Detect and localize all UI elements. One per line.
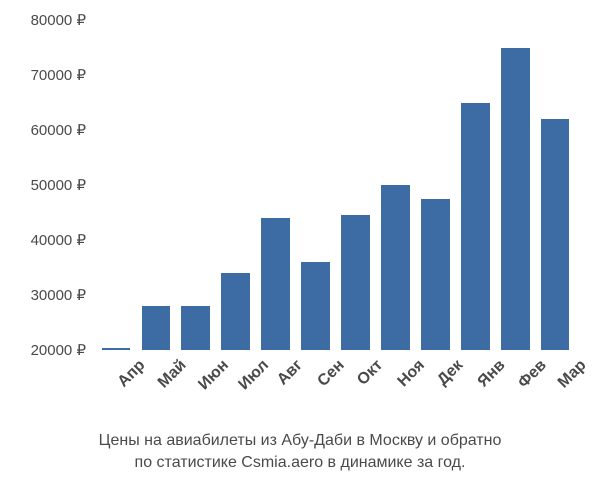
caption-line-1: Цены на авиабилеты из Абу-Даби в Москву … xyxy=(99,432,502,449)
bar-slot xyxy=(216,20,256,350)
y-tick-label: 60000 ₽ xyxy=(6,121,86,139)
bar xyxy=(102,348,131,350)
price-chart: 20000 ₽ 30000 ₽ 40000 ₽ 50000 ₽ 60000 ₽ 70000… xyxy=(0,0,600,500)
bar-slot xyxy=(256,20,296,350)
x-label-slot: Окт xyxy=(335,354,375,414)
plot-area: 20000 ₽30000 ₽40000 ₽50000 ₽60000 ₽70000… xyxy=(95,20,575,350)
bar-slot xyxy=(455,20,495,350)
bar-slot xyxy=(336,20,376,350)
bar xyxy=(461,103,490,351)
bar xyxy=(181,306,210,350)
y-tick-label: 30000 ₽ xyxy=(6,286,86,304)
x-label-slot: Апр xyxy=(95,354,135,414)
bar-slot xyxy=(535,20,575,350)
bar xyxy=(501,48,530,351)
x-label-slot: Ноя xyxy=(375,354,415,414)
bar-slot xyxy=(495,20,535,350)
x-label-slot: Май xyxy=(135,354,175,414)
bar xyxy=(301,262,330,350)
bar xyxy=(381,185,410,350)
x-label-slot: Июл xyxy=(215,354,255,414)
bar-slot xyxy=(176,20,216,350)
bar xyxy=(142,306,171,350)
bar-slot xyxy=(296,20,336,350)
caption-line-2: по статистике Csmia.aero в динамике за г… xyxy=(135,454,466,471)
bar-slot xyxy=(415,20,455,350)
y-tick-label: 20000 ₽ xyxy=(6,341,86,359)
x-tick-label: Мар xyxy=(555,357,590,392)
x-label-slot: Сен xyxy=(295,354,335,414)
bar-slot xyxy=(96,20,136,350)
y-tick-label: 40000 ₽ xyxy=(6,231,86,249)
x-label-slot: Янв xyxy=(455,354,495,414)
bar xyxy=(261,218,290,350)
bar xyxy=(341,215,370,350)
bar-slot xyxy=(375,20,415,350)
x-label-slot: Дек xyxy=(415,354,455,414)
x-label-slot: Мар xyxy=(535,354,575,414)
y-tick-label: 50000 ₽ xyxy=(6,176,86,194)
bar xyxy=(541,119,570,350)
chart-caption: Цены на авиабилеты из Абу-Даби в Москву … xyxy=(0,430,600,473)
x-label-slot: Фев xyxy=(495,354,535,414)
bar xyxy=(421,199,450,350)
y-tick-label: 80000 ₽ xyxy=(6,11,86,29)
x-label-slot: Авг xyxy=(255,354,295,414)
bar xyxy=(221,273,250,350)
bars-container xyxy=(96,20,575,350)
x-axis-labels: АпрМайИюнИюлАвгСенОктНояДекЯнвФевМар xyxy=(95,354,575,414)
bar-slot xyxy=(136,20,176,350)
y-tick-label: 70000 ₽ xyxy=(6,66,86,84)
x-label-slot: Июн xyxy=(175,354,215,414)
